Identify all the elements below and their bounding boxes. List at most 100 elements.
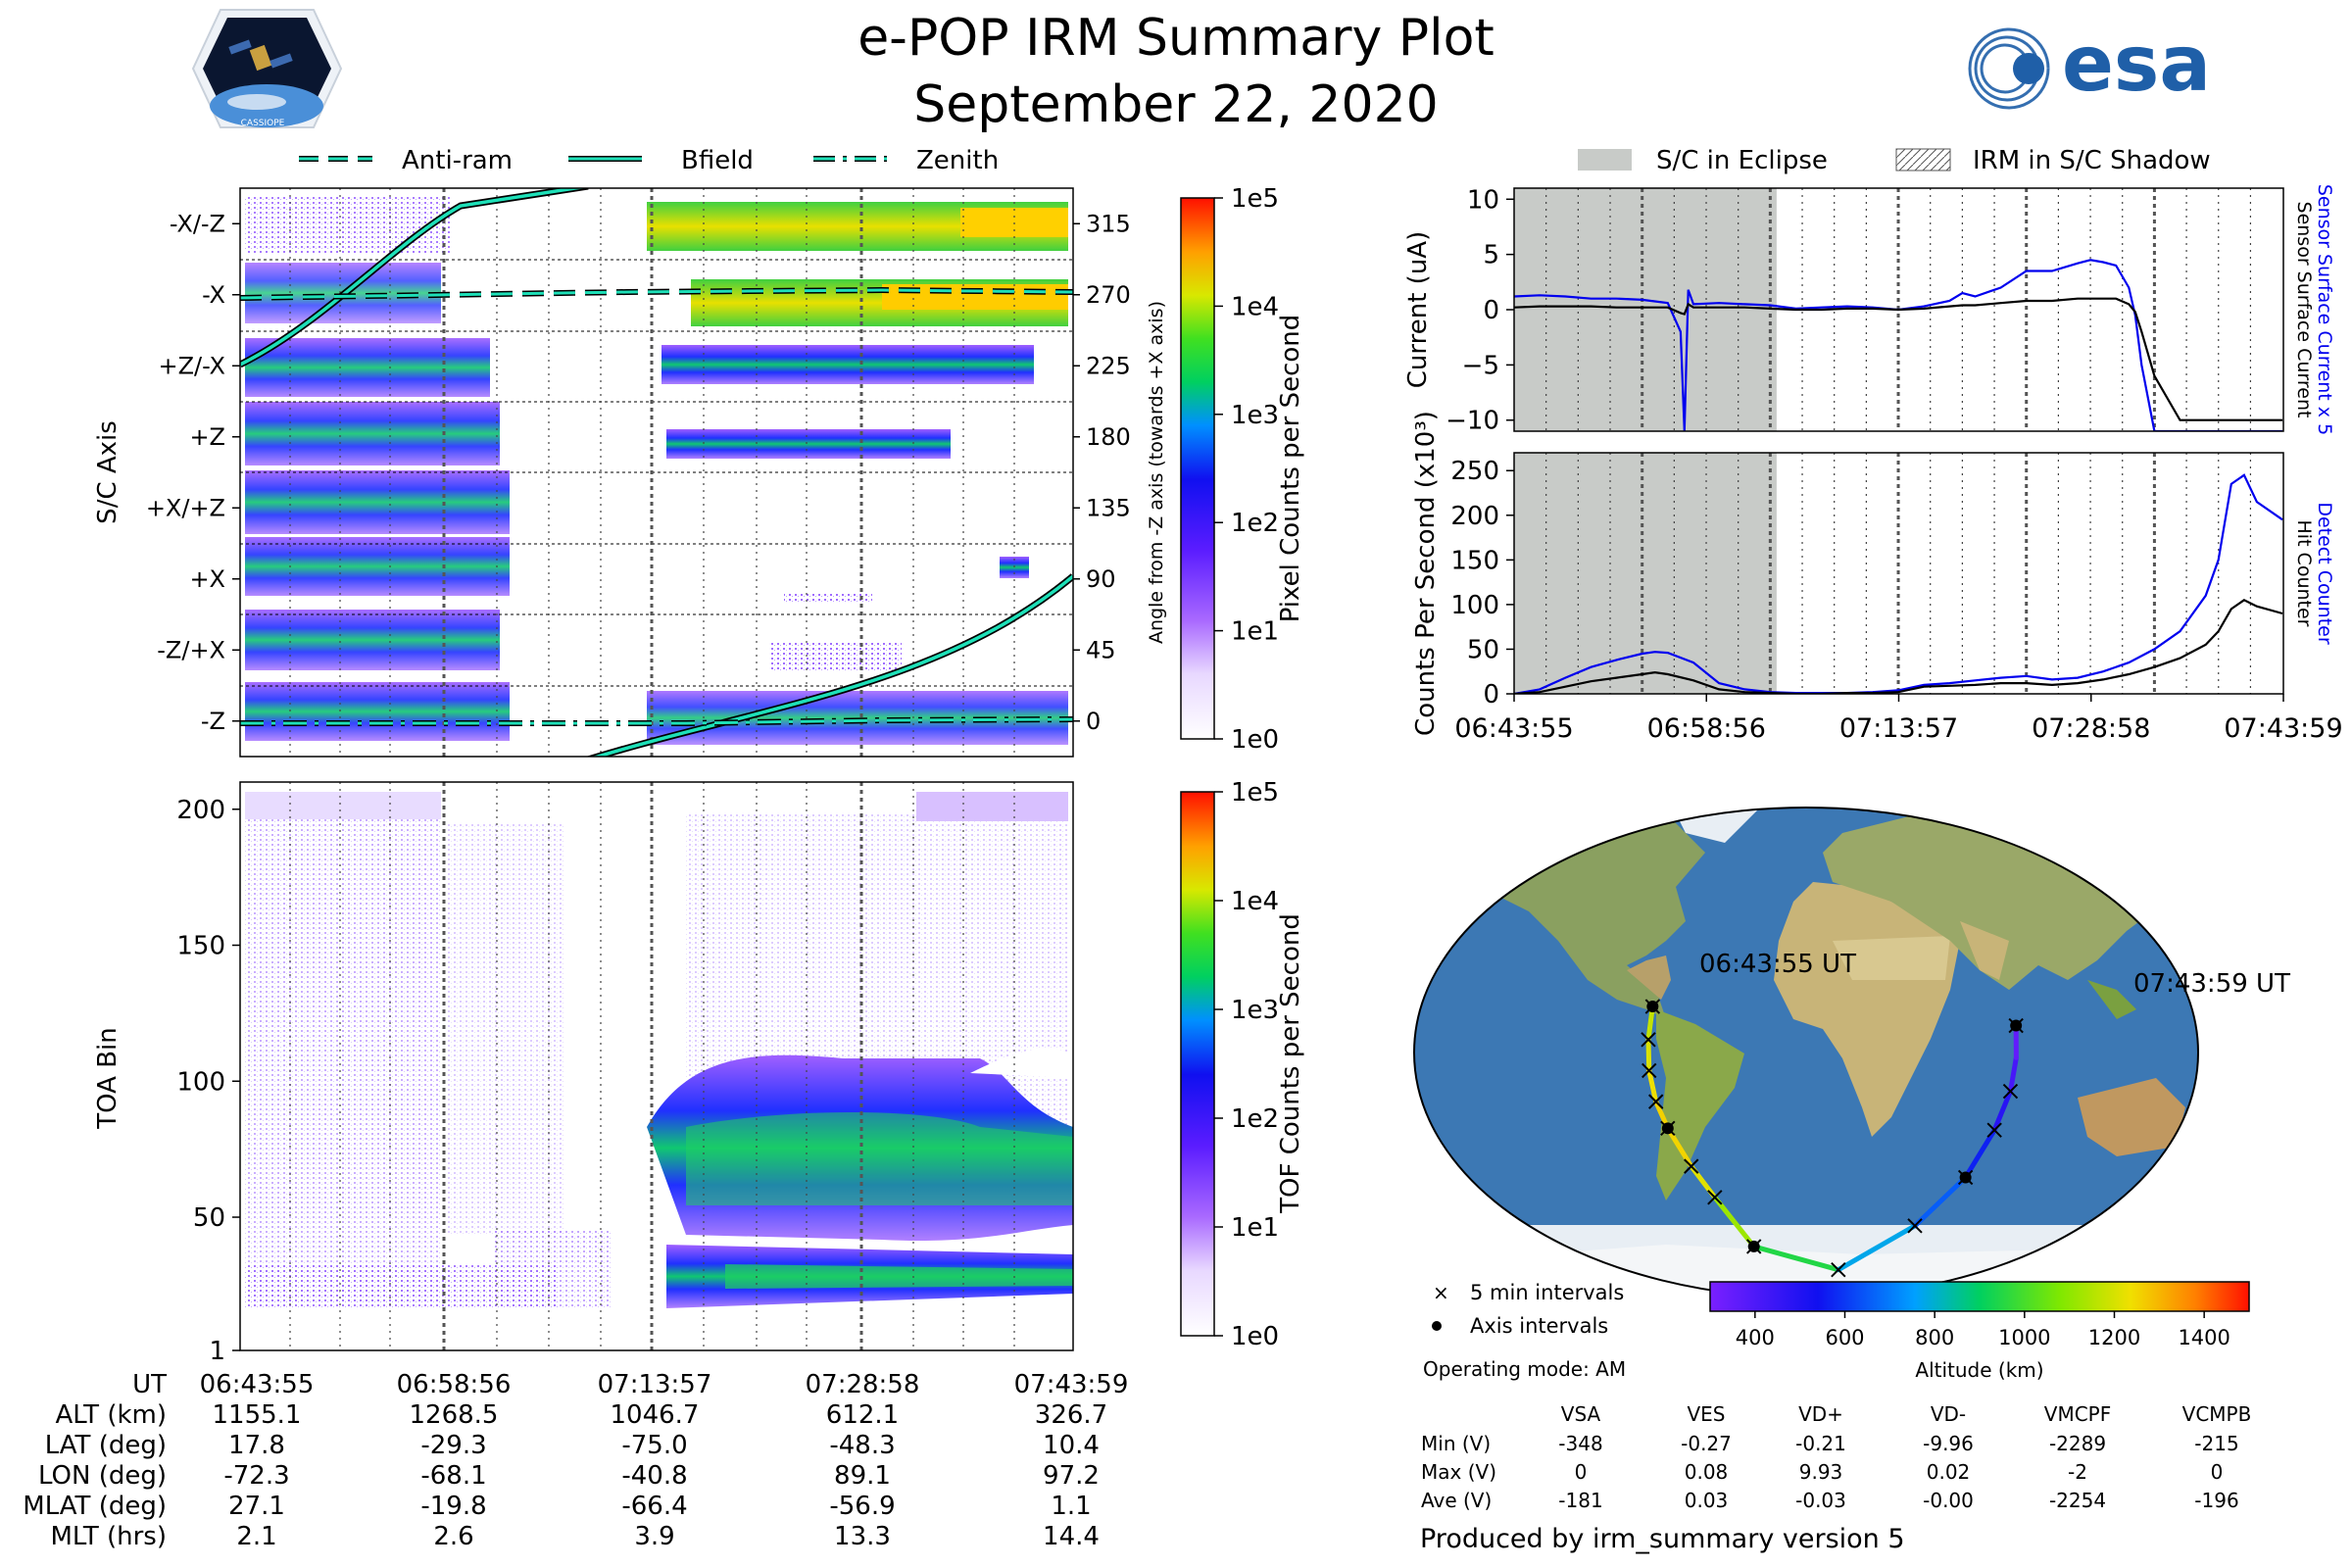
legend-eclipse: S/C in Eclipse [1656, 146, 1828, 175]
orbit-map: 06:43:55 UT 07:43:59 UT [1413, 807, 2290, 1298]
ephemeris-cell: 06:43:55 [200, 1370, 315, 1399]
operating-mode: Operating mode: AM [1423, 1357, 1626, 1381]
five-min-marker-icon: × [1433, 1281, 1449, 1304]
colorbar-tick-label: 1e1 [1231, 1213, 1279, 1243]
y-tick-label: −5 [1462, 351, 1499, 380]
voltage-cell: -2 [2068, 1460, 2087, 1484]
x-tick-label: 07:43:59 [2224, 713, 2342, 744]
y-tick-label: 250 [1450, 457, 1499, 486]
ephemeris-cell: 326.7 [1035, 1400, 1107, 1430]
series-line [1514, 259, 2283, 431]
counts-right-label-blue: Detect Counter [2314, 502, 2335, 645]
toa-spectrogram: 200 150 100 50 1 TOA Bin [93, 781, 1074, 1366]
series-line [1514, 473, 2283, 694]
voltage-cell: 0.02 [1927, 1460, 1971, 1484]
colorbar-tick-label: 1e4 [1231, 887, 1279, 916]
sc-axis-ylabel: S/C Axis [93, 420, 122, 524]
legend-shadow: IRM in S/C Shadow [1973, 146, 2211, 175]
x-tick-label: 07:28:58 [2032, 713, 2150, 744]
pixel-colorbar-label: Pixel Counts per Second [1276, 315, 1305, 623]
altitude-tick-label: 800 [1915, 1326, 1954, 1349]
toa-tick-label: 100 [176, 1067, 225, 1097]
y-tick-label: 10 [1467, 185, 1499, 215]
voltage-cell: 0.08 [1685, 1460, 1729, 1484]
ephemeris-cell: 14.4 [1043, 1522, 1100, 1551]
voltage-cell: 0.03 [1685, 1489, 1729, 1512]
sc-axis-tick-label: +X/+Z [146, 494, 225, 521]
y-tick-label: 0 [1483, 680, 1499, 710]
footer-note: Produced by irm_summary version 5 [1420, 1524, 1905, 1554]
voltage-header: VCMPB [2182, 1402, 2252, 1426]
toa-tick-label: 1 [209, 1337, 225, 1366]
figure-title: e-POP IRM Summary Plot [858, 9, 1494, 68]
voltage-cell: -181 [1558, 1489, 1602, 1512]
axis-marker-icon [1432, 1321, 1442, 1331]
toa-tick-label: 150 [176, 932, 225, 961]
voltage-cell: -348 [1558, 1432, 1602, 1455]
y-tick-label: 200 [1450, 502, 1499, 531]
cassiope-logo-text: CASSIOPE [241, 119, 285, 128]
axis-marker [2010, 1019, 2023, 1032]
eclipse-shade [1514, 453, 1777, 694]
colorbar-tick-label: 1e0 [1231, 1322, 1279, 1351]
x-tick-label: 07:13:57 [1839, 713, 1958, 744]
eclipse-legend: S/C in Eclipse IRM in S/C Shadow [1578, 146, 2211, 175]
voltage-header: VD+ [1798, 1402, 1843, 1426]
ephemeris-cell: 06:58:56 [397, 1370, 512, 1399]
sc-axis-spectrogram: -X/-Z -X +Z/-X +Z +X/+Z +X -Z/+X -Z 315 270 225 18… [93, 187, 1167, 758]
angle-tick-label: 0 [1086, 708, 1101, 735]
ephemeris-cell: -48.3 [829, 1431, 895, 1460]
voltage-cell: -9.96 [1923, 1432, 1974, 1455]
angle-tick-label: 45 [1086, 636, 1116, 663]
orbit-track-segment [1645, 1037, 1652, 1073]
voltage-table: VSA VES VD+ VD- VMCPF VCMPB Min (V) -348 -0.27 -0… [1421, 1402, 2251, 1512]
five-min-marker [1707, 1190, 1723, 1205]
altitude-colorbar: 400 600 800 1000 1200 1400 Altitude (km) [1709, 1281, 2250, 1382]
ephemeris-row-label: MLAT (deg) [23, 1492, 167, 1521]
five-min-marker [1907, 1218, 1923, 1234]
y-tick-label: 100 [1450, 591, 1499, 620]
voltage-cell: 9.93 [1799, 1460, 1843, 1484]
five-min-marker [1986, 1122, 2002, 1138]
colorbar-tick-label: 1e4 [1231, 292, 1279, 321]
legend-zenith: Zenith [916, 146, 999, 175]
colorbar-tick-label: 1e3 [1231, 996, 1279, 1025]
ephemeris-cell: 2.1 [236, 1522, 276, 1551]
orbit-track-segment [1991, 1089, 2013, 1133]
orbit-track-segment [1646, 1067, 1659, 1104]
colorbar-tick-label: 1e3 [1231, 401, 1279, 430]
toa-tick-label: 50 [193, 1203, 225, 1233]
y-tick-label: 5 [1483, 241, 1499, 270]
axis-marker [1661, 1122, 1674, 1135]
voltage-row-label: Min (V) [1421, 1432, 1491, 1455]
angle-tick-label: 270 [1086, 281, 1131, 309]
counts-right-label-black: Hit Counter [2293, 520, 2315, 627]
current-plot: 10 5 0 −5 −10 Current (uA) Sensor Surface Cu… [1403, 184, 2335, 436]
orbit-track-segment [1712, 1195, 1757, 1250]
y-tick-label: 50 [1467, 635, 1499, 664]
ephemeris-cell: 13.3 [834, 1522, 891, 1551]
five-min-marker [1641, 1032, 1656, 1048]
ephemeris-cell: 27.1 [228, 1492, 285, 1521]
orbit-track-segment [2007, 1054, 2019, 1095]
ephemeris-cell: 89.1 [834, 1461, 891, 1491]
ephemeris-cell: 1268.5 [410, 1400, 499, 1430]
pixel-counts-colorbar: 1e5 1e4 1e3 1e2 1e1 1e0 Pixel Counts per Seco… [1180, 184, 1305, 755]
eclipse-shade [1514, 188, 1777, 431]
x-tick-label: 06:43:55 [1454, 713, 1573, 744]
voltage-cell: -0.03 [1795, 1489, 1846, 1512]
map-legend: × 5 min intervals Axis intervals Operati… [1423, 1281, 1626, 1381]
voltage-cell: 0 [2211, 1460, 2224, 1484]
altitude-tick-label: 1000 [1998, 1326, 2050, 1349]
counts-ylabel: Counts Per Second (x10³) [1411, 411, 1441, 736]
current-right-label-black: Sensor Surface Current [2293, 202, 2315, 418]
sc-axis-tick-label: -X/-Z [170, 210, 225, 237]
angle-tick-label: 90 [1086, 565, 1116, 593]
orbit-track-segment [1751, 1244, 1841, 1273]
axis-marker [1747, 1240, 1760, 1252]
legend-anti-ram: Anti-ram [402, 146, 513, 175]
five-min-marker [1647, 1094, 1664, 1109]
axis-marker [1959, 1171, 1972, 1184]
voltage-cell: -0.21 [1795, 1432, 1846, 1455]
